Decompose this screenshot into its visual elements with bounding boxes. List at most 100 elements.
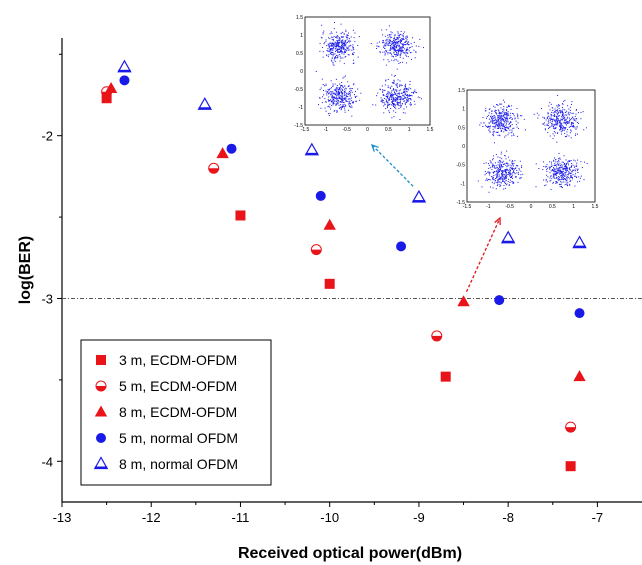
inset-dot (561, 171, 563, 173)
inset-dot (391, 90, 393, 92)
inset-dot (351, 105, 353, 107)
inset-dot (384, 35, 386, 37)
inset-dot (328, 43, 330, 45)
inset-dot (329, 88, 331, 90)
inset-dot (345, 31, 347, 33)
inset-dot (342, 77, 344, 79)
inset-dot (396, 51, 398, 53)
inset-dot (496, 131, 498, 133)
inset-dot (344, 88, 346, 90)
data-point (494, 295, 505, 306)
inset-dot (553, 131, 555, 133)
inset-dot (560, 133, 562, 135)
inset-dot (337, 92, 339, 94)
inset-dot (506, 113, 508, 115)
inset-dot (493, 120, 495, 122)
inset-dot (322, 32, 324, 34)
inset-dot (552, 109, 554, 111)
inset-dot (511, 161, 513, 163)
inset-dot (497, 156, 499, 158)
inset-dot (383, 105, 385, 107)
inset-dot (507, 173, 509, 175)
inset-dot (405, 37, 407, 39)
x-axis-title: Received optical power(dBm) (238, 545, 462, 562)
inset-dot (577, 122, 579, 124)
half-circle-fill (101, 91, 112, 97)
inset-dot (328, 45, 330, 47)
triangle-mark (323, 218, 336, 230)
inset-dot (503, 163, 505, 165)
inset-dot (336, 44, 338, 46)
inset-dot (390, 98, 392, 100)
inset-dot (330, 42, 332, 44)
inset-dot (383, 45, 385, 47)
inset-dot (388, 61, 390, 63)
inset-dot (500, 177, 502, 179)
inset-dot (388, 44, 390, 46)
inset-dot (546, 117, 548, 119)
inset-dot (566, 177, 568, 179)
inset-dot (506, 113, 508, 115)
inset-dot (394, 34, 396, 36)
inset-dot (391, 53, 393, 55)
inset-dot (536, 112, 538, 114)
inset-dot (554, 171, 556, 173)
inset-dot (517, 122, 519, 124)
inset-dot (325, 101, 327, 103)
inset-dot (398, 40, 400, 42)
inset-dot (322, 83, 324, 85)
inset-dot (348, 98, 350, 100)
inset-dot (563, 115, 565, 117)
inset-dot (329, 92, 331, 94)
inset-dot (503, 174, 505, 176)
inset-dot (514, 176, 516, 178)
inset-dot (497, 181, 499, 183)
inset-dot (337, 46, 339, 48)
inset-dot (568, 160, 570, 162)
inset-dot (331, 38, 333, 40)
inset-dot (547, 116, 549, 118)
inset-dot (554, 163, 556, 165)
inset-dot (342, 39, 344, 41)
inset-dot (330, 100, 332, 102)
inset-dot (329, 53, 331, 55)
inset-dot (550, 119, 552, 121)
inset-dot (403, 33, 405, 35)
inset-dot (497, 179, 499, 181)
inset-dot (542, 161, 544, 163)
inset-dot (492, 120, 494, 122)
inset-dot (564, 118, 566, 120)
inset-dot (388, 25, 390, 27)
inset-dot (406, 101, 408, 103)
inset-frame (304, 16, 431, 126)
inset-dot (513, 113, 515, 115)
inset-dot (518, 172, 520, 174)
inset-dot (563, 164, 565, 166)
x-tick-label: -11 (232, 510, 250, 525)
inset-dot (393, 110, 395, 112)
inset-dot (396, 45, 398, 47)
inset-dot (331, 32, 333, 34)
inset-dot (557, 112, 559, 114)
inset-dot (335, 104, 337, 106)
inset-dot (341, 95, 343, 97)
inset-dot (410, 102, 412, 104)
inset-dot (554, 128, 556, 130)
inset-dot (351, 107, 353, 109)
inset-dot (547, 119, 549, 121)
inset-dot (380, 100, 382, 102)
inset-dot (511, 168, 513, 170)
data-point (411, 189, 427, 203)
inset-dot (322, 56, 324, 58)
inset-dot (560, 131, 562, 133)
inset-dot (542, 123, 544, 125)
inset-dot (495, 174, 497, 176)
inset-dot (496, 113, 498, 115)
inset-dot (555, 126, 557, 128)
inset-dot (336, 43, 338, 45)
inset-dot (561, 176, 563, 178)
inset-dot (557, 178, 559, 180)
inset-dot (499, 114, 501, 116)
inset-dot (519, 160, 521, 162)
inset-dot (511, 131, 513, 133)
